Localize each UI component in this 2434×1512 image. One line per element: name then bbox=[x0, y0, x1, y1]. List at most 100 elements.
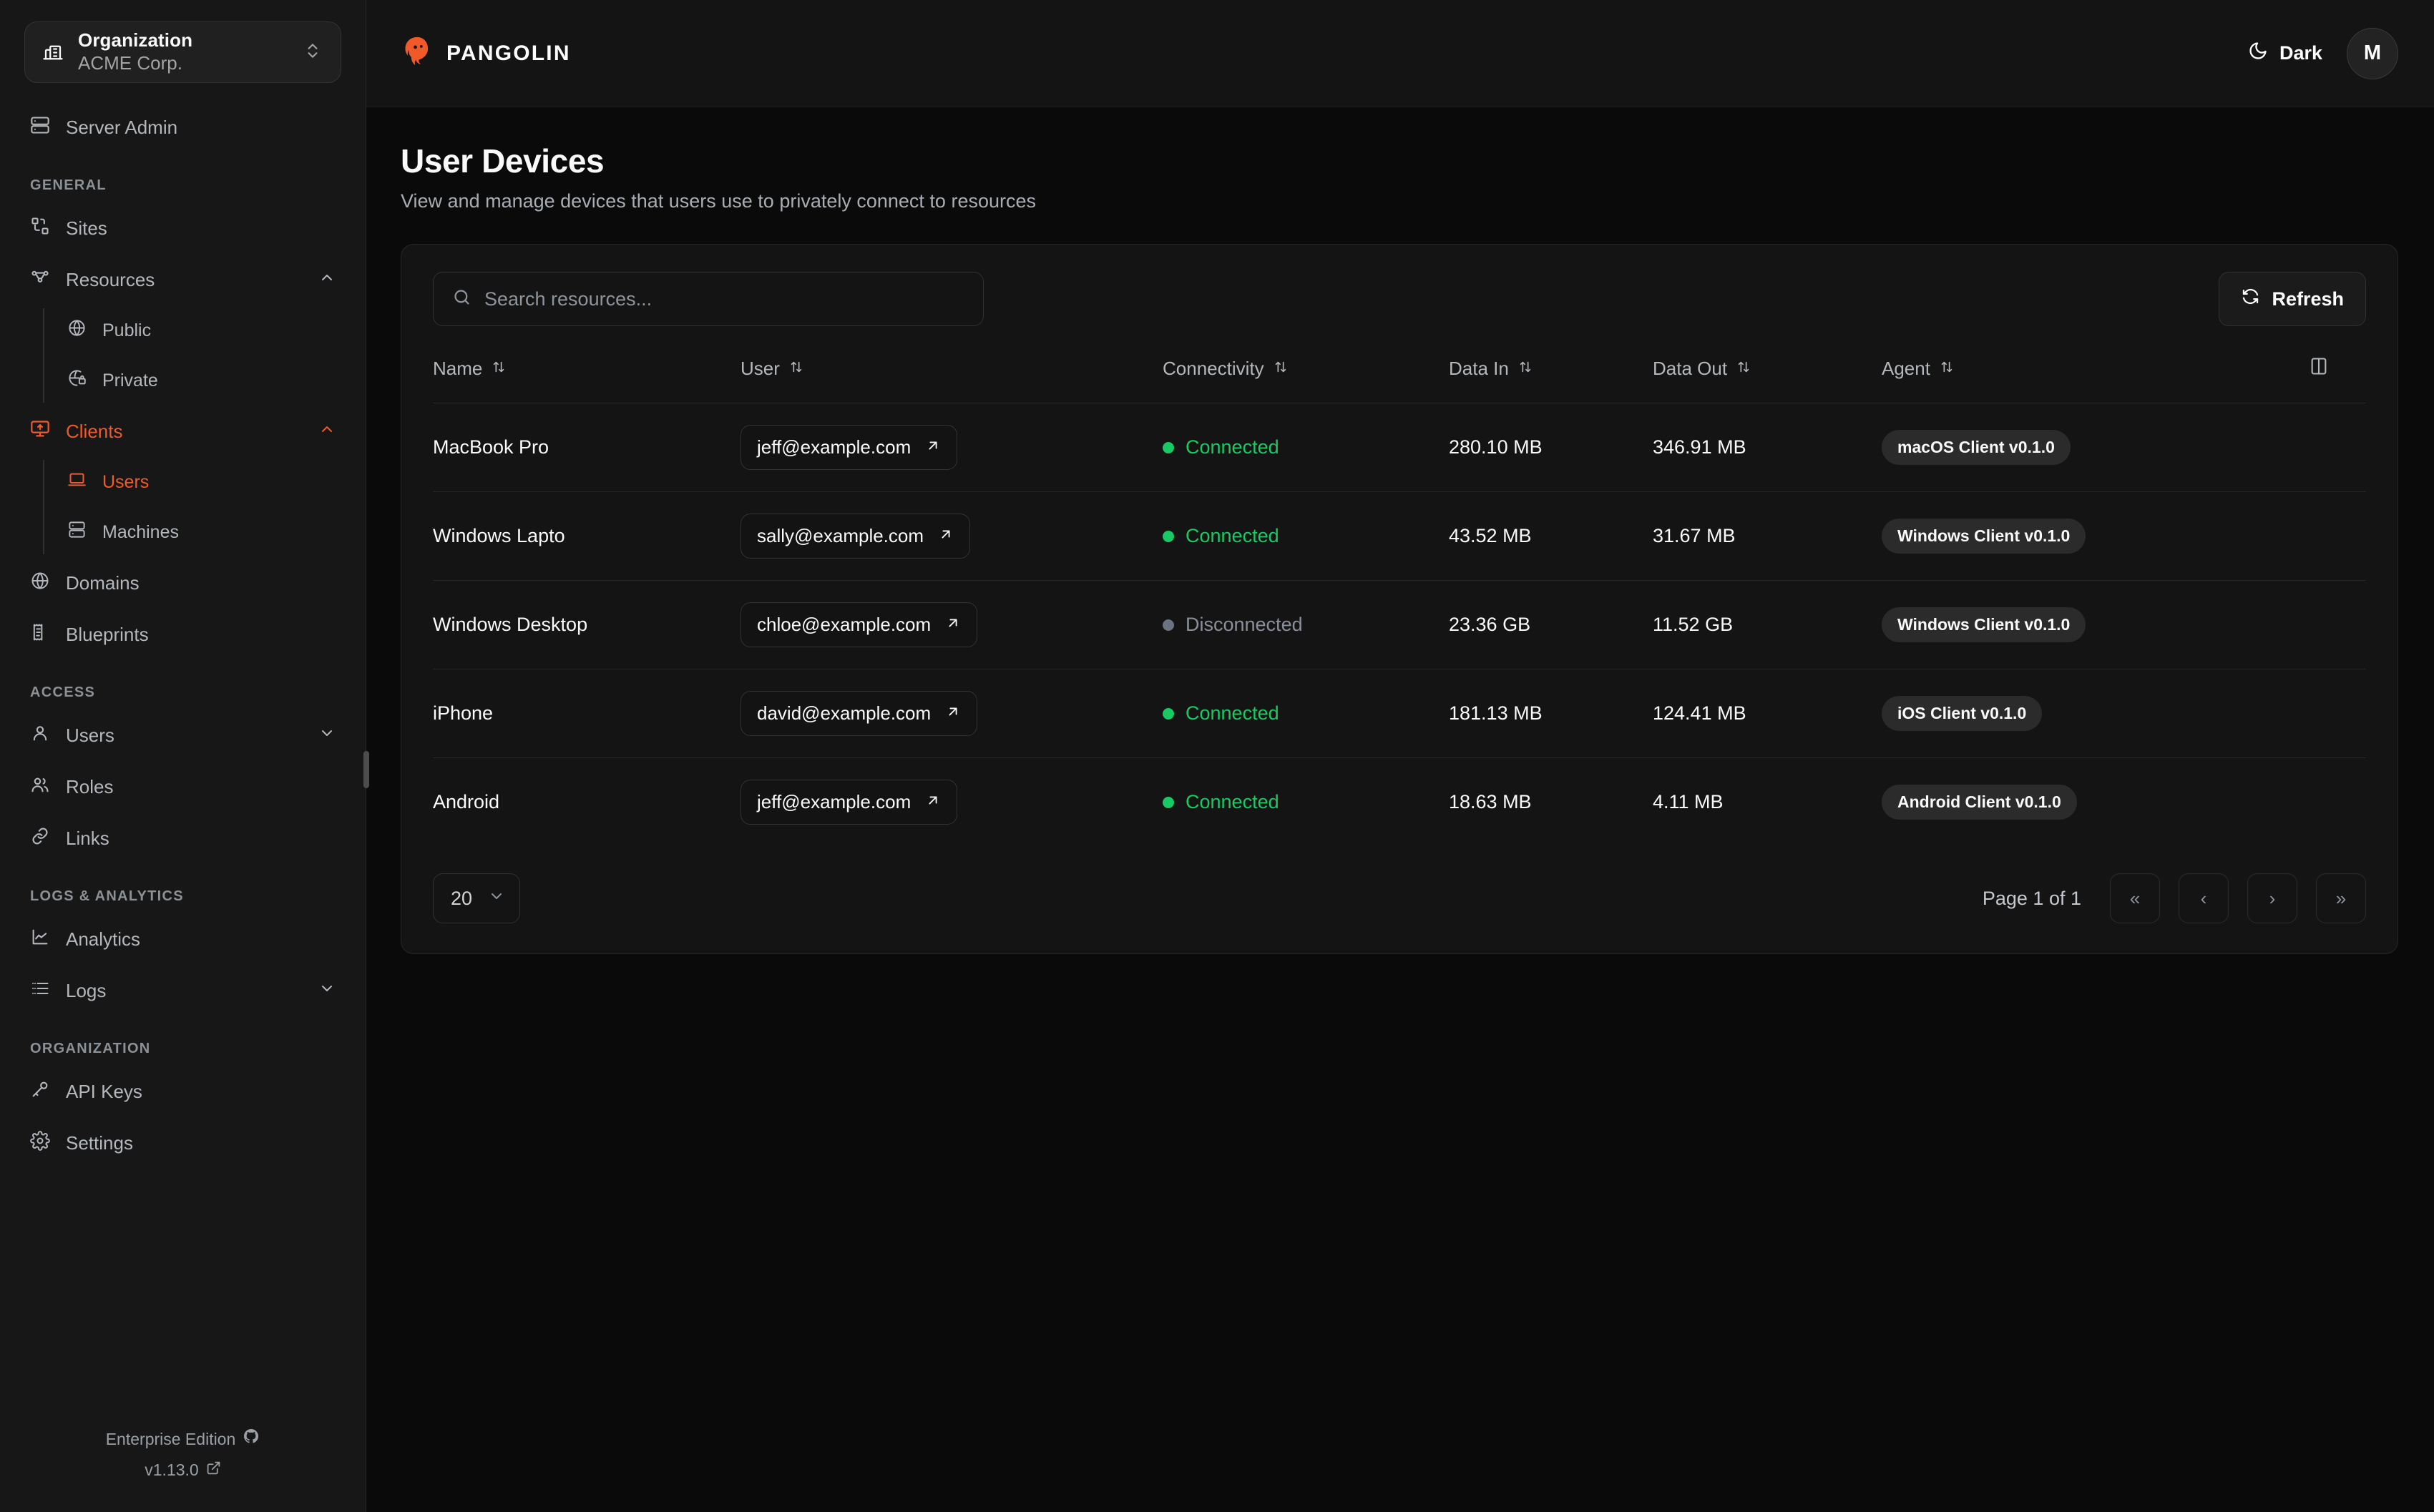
version-row[interactable]: v1.13.0 bbox=[0, 1455, 366, 1486]
sidebar-item-blueprints[interactable]: Blueprints bbox=[24, 609, 341, 660]
sort-icon bbox=[1939, 358, 1955, 380]
user-link-chip[interactable]: jeff@example.com bbox=[741, 780, 958, 825]
sidebar-item-analytics[interactable]: Analytics bbox=[24, 913, 341, 965]
table-row[interactable]: MacBook Pro jeff@example.com Connected bbox=[433, 403, 2366, 492]
pangolin-logo-icon bbox=[401, 35, 434, 72]
server-icon bbox=[30, 115, 50, 140]
first-page-button[interactable]: « bbox=[2110, 873, 2160, 923]
sidebar-item-users-clients[interactable]: Users bbox=[62, 457, 341, 507]
theme-toggle[interactable]: Dark bbox=[2248, 41, 2322, 66]
user-email: jeff@example.com bbox=[757, 436, 911, 458]
sidebar-resize-handle[interactable] bbox=[363, 751, 369, 788]
column-header-agent[interactable]: Agent bbox=[1882, 356, 2309, 403]
sidebar-item-label: Logs bbox=[66, 979, 107, 1001]
chevron-down-icon[interactable] bbox=[318, 725, 336, 747]
sidebar-item-clients[interactable]: Clients bbox=[24, 406, 341, 457]
column-label: User bbox=[741, 358, 780, 379]
sidebar-item-settings[interactable]: Settings bbox=[24, 1117, 341, 1169]
cell-connectivity: Connected bbox=[1163, 403, 1449, 492]
sidebar-item-roles[interactable]: Roles bbox=[24, 761, 341, 813]
page-size-value: 20 bbox=[451, 887, 473, 909]
chevron-up-icon[interactable] bbox=[318, 269, 336, 291]
search-icon bbox=[452, 288, 471, 310]
sidebar-item-api-keys[interactable]: API Keys bbox=[24, 1066, 341, 1117]
cell-data-out: 4.11 MB bbox=[1653, 757, 1882, 846]
page-title: User Devices bbox=[401, 142, 605, 180]
topbar: PANGOLIN Dark M bbox=[366, 0, 2434, 107]
blueprint-icon bbox=[30, 622, 50, 647]
sites-icon bbox=[30, 216, 50, 241]
org-switcher[interactable]: Organization ACME Corp. bbox=[24, 21, 341, 83]
column-header-name[interactable]: Name bbox=[433, 356, 741, 403]
arrow-up-right-icon bbox=[938, 525, 954, 547]
sidebar-subnav-clients: Users Machines bbox=[43, 457, 341, 557]
sidebar-item-private[interactable]: Private bbox=[62, 355, 341, 406]
table-row[interactable]: Windows Desktop chloe@example.com Disc bbox=[433, 580, 2366, 669]
user-link-chip[interactable]: chloe@example.com bbox=[741, 602, 978, 647]
page-subtitle: View and manage devices that users use t… bbox=[401, 190, 1036, 212]
sidebar-item-resources[interactable]: Resources bbox=[24, 254, 341, 305]
sidebar-section-logs-analytics: LOGS & ANALYTICS bbox=[30, 888, 184, 904]
user-email: sally@example.com bbox=[757, 525, 924, 546]
sidebar-section-organization: ORGANIZATION bbox=[30, 1041, 151, 1056]
search-input[interactable] bbox=[484, 288, 964, 310]
status-dot bbox=[1163, 707, 1174, 720]
column-header-user[interactable]: User bbox=[741, 356, 1163, 403]
sidebar-item-users[interactable]: Users bbox=[24, 710, 341, 761]
last-page-button[interactable]: » bbox=[2316, 873, 2366, 923]
status-badge: Connected bbox=[1186, 525, 1279, 547]
cell-row-options[interactable] bbox=[2309, 580, 2366, 669]
sidebar-item-machines[interactable]: Machines bbox=[62, 507, 341, 557]
avatar[interactable]: M bbox=[2347, 27, 2398, 79]
table-row[interactable]: Windows Lapto sally@example.com Connec bbox=[433, 491, 2366, 581]
devices-card: Refresh Name User bbox=[401, 244, 2398, 954]
status-dot bbox=[1163, 619, 1174, 631]
search-box[interactable] bbox=[433, 272, 984, 326]
laptop-icon bbox=[67, 470, 87, 494]
cell-connectivity: Connected bbox=[1163, 757, 1449, 846]
sidebar-item-links[interactable]: Links bbox=[24, 813, 341, 864]
prev-page-button[interactable]: ‹ bbox=[2179, 873, 2229, 923]
user-link-chip[interactable]: david@example.com bbox=[741, 691, 978, 736]
cell-row-options[interactable] bbox=[2309, 403, 2366, 492]
sidebar-item-server-admin[interactable]: Server Admin bbox=[24, 102, 341, 153]
column-header-connectivity[interactable]: Connectivity bbox=[1163, 356, 1449, 403]
cell-user: jeff@example.com bbox=[741, 757, 1163, 846]
sidebar: Organization ACME Corp. Server Admin GEN… bbox=[0, 0, 369, 1512]
card-toolbar: Refresh bbox=[433, 272, 2366, 326]
table-row[interactable]: Android jeff@example.com Connected bbox=[433, 757, 2366, 846]
agent-badge: Android Client v0.1.0 bbox=[1882, 785, 2077, 820]
column-header-data-in[interactable]: Data In bbox=[1449, 356, 1653, 403]
page-size-select[interactable]: 20 bbox=[433, 873, 521, 923]
sidebar-item-label: Users bbox=[66, 724, 114, 746]
edition-row[interactable]: Enterprise Edition bbox=[0, 1424, 366, 1455]
brand-logo[interactable]: PANGOLIN bbox=[401, 35, 571, 72]
sidebar-section-access: ACCESS bbox=[30, 684, 96, 700]
user-link-chip[interactable]: jeff@example.com bbox=[741, 425, 958, 470]
cell-data-in: 23.36 GB bbox=[1449, 580, 1653, 669]
sidebar-item-sites[interactable]: Sites bbox=[24, 202, 341, 254]
column-header-data-out[interactable]: Data Out bbox=[1653, 356, 1882, 403]
main-content: PANGOLIN Dark M User Devices View and ma… bbox=[366, 0, 2434, 1512]
table-row[interactable]: iPhone david@example.com Connected bbox=[433, 669, 2366, 758]
theme-label: Dark bbox=[2279, 42, 2322, 64]
sidebar-item-domains[interactable]: Domains bbox=[24, 557, 341, 609]
pagination-controls: Page 1 of 1 « ‹ › » bbox=[1983, 873, 2366, 923]
chart-line-icon bbox=[30, 927, 50, 952]
chevron-down-icon[interactable] bbox=[318, 980, 336, 1002]
cell-row-options[interactable] bbox=[2309, 757, 2366, 846]
chevron-up-icon[interactable] bbox=[318, 421, 336, 443]
cell-row-options[interactable] bbox=[2309, 491, 2366, 581]
table-head: Name User bbox=[433, 356, 2366, 403]
sidebar-item-logs[interactable]: Logs bbox=[24, 965, 341, 1016]
sidebar-item-label: Server Admin bbox=[66, 116, 178, 138]
refresh-button[interactable]: Refresh bbox=[2219, 272, 2366, 326]
sidebar-item-public[interactable]: Public bbox=[62, 305, 341, 355]
github-icon bbox=[243, 1424, 260, 1455]
next-page-button[interactable]: › bbox=[2247, 873, 2297, 923]
column-toggle-button[interactable] bbox=[2309, 356, 2366, 403]
user-link-chip[interactable]: sally@example.com bbox=[741, 514, 971, 559]
table-body: MacBook Pro jeff@example.com Connected bbox=[433, 403, 2366, 846]
cell-device-name: Android bbox=[433, 757, 741, 846]
cell-row-options[interactable] bbox=[2309, 669, 2366, 758]
